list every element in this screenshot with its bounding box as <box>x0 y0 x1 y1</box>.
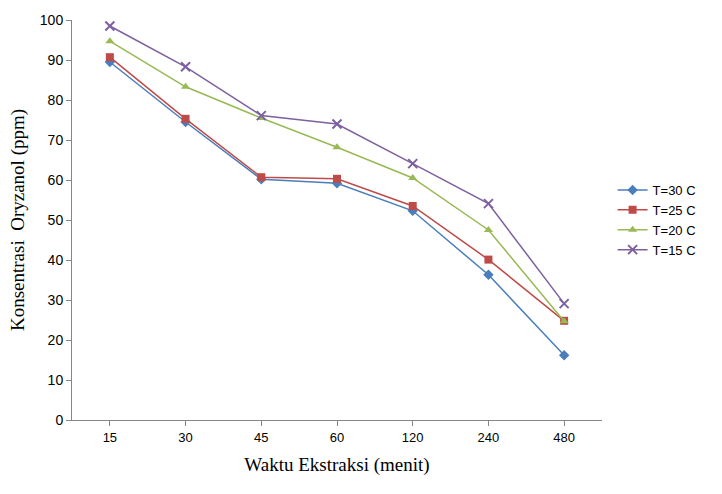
svg-text:60: 60 <box>48 172 64 188</box>
svg-text:Waktu Ekstraksi (menit): Waktu Ekstraksi (menit) <box>244 454 429 476</box>
svg-text:10: 10 <box>48 372 64 388</box>
svg-text:80: 80 <box>48 92 64 108</box>
svg-text:70: 70 <box>48 132 64 148</box>
svg-text:100: 100 <box>40 12 64 28</box>
svg-text:Konsentrasi Oryzanol (ppm): Konsentrasi Oryzanol (ppm) <box>7 109 29 331</box>
svg-text:120: 120 <box>402 430 424 445</box>
svg-text:T=30 C: T=30 C <box>653 183 696 198</box>
svg-text:240: 240 <box>478 430 500 445</box>
svg-text:15: 15 <box>103 430 117 445</box>
svg-text:480: 480 <box>553 430 575 445</box>
svg-text:20: 20 <box>48 332 64 348</box>
svg-text:30: 30 <box>178 430 192 445</box>
svg-text:0: 0 <box>55 412 63 428</box>
svg-text:T=15 C: T=15 C <box>653 243 696 258</box>
svg-text:45: 45 <box>254 430 268 445</box>
svg-text:30: 30 <box>48 292 64 308</box>
svg-text:40: 40 <box>48 252 64 268</box>
svg-text:60: 60 <box>330 430 344 445</box>
svg-text:T=20 C: T=20 C <box>653 223 696 238</box>
svg-text:50: 50 <box>48 212 64 228</box>
svg-text:T=25 C: T=25 C <box>653 203 696 218</box>
svg-text:90: 90 <box>48 52 64 68</box>
